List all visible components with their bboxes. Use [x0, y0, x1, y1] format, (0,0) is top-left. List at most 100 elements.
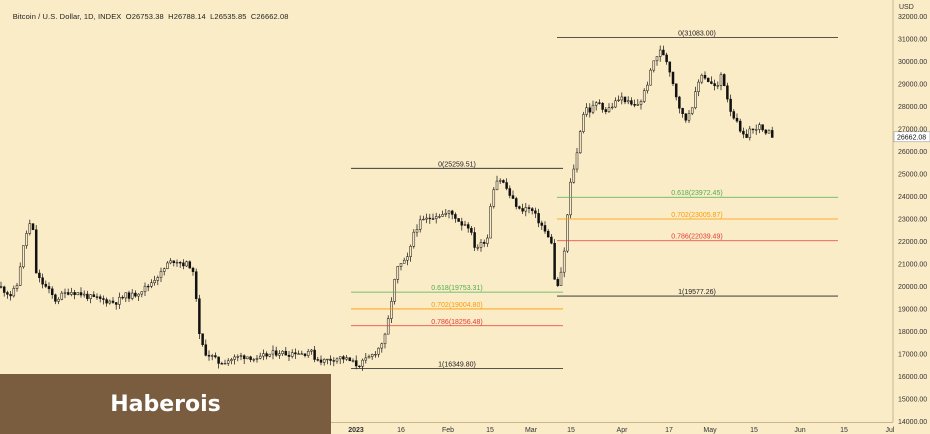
- candle-body: [598, 102, 601, 104]
- candle-body: [751, 128, 755, 131]
- candle-body: [102, 298, 105, 300]
- candle-body: [351, 360, 355, 362]
- candle-body: [438, 216, 441, 218]
- symbol-header: Bitcoin / U.S. Dollar, 1D, INDEX O26753.…: [4, 3, 289, 30]
- candle-body: [582, 114, 585, 132]
- candle-body: [546, 230, 550, 238]
- candle-body: [617, 99, 620, 102]
- candle-body: [578, 131, 582, 154]
- candle-body: [569, 181, 572, 216]
- candle-body: [322, 359, 326, 363]
- fib-lower-label-618: 0.618(19753.31): [431, 285, 482, 292]
- candle-body: [319, 359, 323, 363]
- candle-body: [236, 356, 240, 358]
- candle-body: [386, 318, 390, 335]
- candle-body: [146, 285, 150, 288]
- candle-body: [399, 263, 403, 267]
- candle-body: [742, 130, 745, 135]
- candle-body: [262, 353, 265, 357]
- price-tick-label: 16000.00: [898, 374, 927, 381]
- time-tick-label: 15: [486, 427, 494, 434]
- candle-body: [66, 292, 70, 295]
- candle-body: [9, 294, 12, 297]
- candle-body: [505, 182, 508, 189]
- candle-body: [630, 100, 633, 105]
- price-tick-label: 18000.00: [898, 329, 927, 336]
- candle-body: [44, 283, 48, 287]
- candle-body: [220, 363, 224, 365]
- symbol-name: Bitcoin / U.S. Dollar, 1D, INDEX: [12, 12, 122, 21]
- candle-body: [242, 355, 246, 360]
- candle-body: [694, 91, 697, 109]
- candle-body: [729, 98, 732, 112]
- candle-body: [182, 262, 185, 267]
- candle-body: [137, 293, 140, 297]
- time-tick-label: May: [703, 427, 717, 434]
- candle-body: [687, 113, 691, 121]
- candle-body: [748, 128, 752, 138]
- candle-body: [249, 356, 252, 360]
- candle-body: [518, 206, 521, 209]
- candle-body: [332, 360, 336, 362]
- candle-body: [614, 100, 617, 108]
- candle-body: [230, 359, 233, 362]
- candle-body: [172, 260, 176, 264]
- candle-body: [671, 71, 675, 84]
- candle-body: [57, 299, 60, 302]
- candle-body: [466, 224, 470, 229]
- candle-body: [124, 292, 128, 299]
- time-tick-label: Jul: [886, 427, 895, 434]
- candle-body: [655, 56, 659, 62]
- price-tick-label: 29000.00: [898, 82, 927, 89]
- fib-lower-label-786: 0.786(18256.48): [431, 319, 482, 326]
- price-tick-label: 25000.00: [898, 172, 927, 179]
- candle-body: [482, 241, 486, 244]
- candle-body: [156, 277, 160, 281]
- candle-body: [175, 262, 179, 264]
- last-price-badge: [893, 131, 930, 143]
- candle-body: [719, 74, 723, 86]
- candle-body: [335, 358, 339, 362]
- candle-body: [511, 195, 515, 199]
- candle-body: [246, 356, 249, 360]
- candle-body: [662, 49, 665, 56]
- candle-body: [294, 352, 297, 355]
- candle-body: [41, 277, 44, 285]
- candle-body: [239, 355, 243, 357]
- candle-body: [460, 221, 464, 226]
- candle-body: [508, 188, 512, 196]
- candle-body: [313, 349, 316, 360]
- candle-body: [361, 359, 364, 367]
- candle-body: [70, 292, 73, 295]
- candle-body: [367, 356, 371, 359]
- candle-body: [441, 214, 444, 217]
- candle-body: [28, 223, 32, 234]
- price-tick-label: 30000.00: [898, 59, 927, 66]
- candle-body: [537, 213, 540, 224]
- candle-body: [476, 247, 480, 249]
- candle-body: [274, 350, 278, 356]
- candle-body: [402, 259, 406, 264]
- candle-body: [428, 217, 432, 220]
- candle-body: [674, 83, 678, 98]
- candle-body: [649, 69, 652, 86]
- time-tick-label: 2023: [348, 427, 364, 434]
- candle-body: [498, 180, 502, 182]
- candle-body: [31, 223, 35, 230]
- candle-body: [252, 359, 256, 361]
- candle-body: [210, 355, 214, 357]
- candle-body: [418, 219, 422, 230]
- candle-body: [745, 133, 748, 138]
- candle-body: [524, 207, 528, 212]
- time-tick-label: 15: [840, 427, 848, 434]
- candle-body: [50, 288, 54, 296]
- candle-body: [159, 271, 163, 278]
- candle-body: [422, 218, 425, 221]
- candle-body: [326, 358, 329, 361]
- candle-body: [25, 233, 28, 246]
- candle-body: [342, 356, 345, 360]
- time-tick-label: Apr: [617, 427, 629, 434]
- fib-lower-label-0: 0(25259.51): [438, 161, 476, 168]
